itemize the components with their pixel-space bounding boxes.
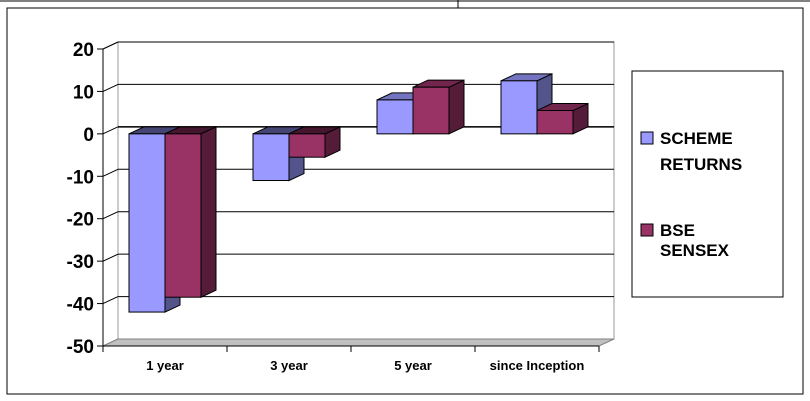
legend-label-scheme-line2: RETURNS [660, 155, 742, 174]
y-tick-label: 20 [73, 40, 94, 61]
bar-side [448, 79, 465, 135]
gridline-side [102, 41, 119, 50]
legend-swatch-sensex [640, 223, 654, 237]
bar [164, 133, 202, 298]
legend: SCHEME RETURNS BSE SENSEX [631, 70, 784, 298]
bar [376, 99, 414, 135]
y-tick-label: 0 [83, 125, 94, 146]
gridline-side [102, 83, 119, 92]
y-tick-label: -40 [67, 295, 94, 316]
legend-box [631, 70, 784, 298]
bar [500, 80, 538, 135]
gridline-side [102, 296, 119, 305]
x-tick-label: 3 year [270, 358, 308, 373]
legend-label-sensex-line1: BSE [660, 221, 695, 240]
floor [102, 338, 615, 347]
bar [128, 133, 166, 313]
y-tick-label: -50 [67, 337, 94, 358]
gridline-side [102, 211, 119, 220]
bar [252, 133, 290, 182]
bars [128, 73, 589, 313]
x-tick-label: since Inception [490, 358, 585, 373]
bar [536, 110, 574, 135]
legend-swatch-scheme [640, 131, 654, 145]
y-tick-label: -20 [67, 210, 94, 231]
legend-label-scheme-line1: SCHEME [660, 129, 733, 148]
gridline-side [102, 253, 119, 262]
bar [288, 133, 326, 158]
x-tick-label: 5 year [394, 358, 432, 373]
axis-labels: 20 10 0 -10 -20 -30 -40 -50 1 year 3 year 5 year si… [67, 40, 585, 373]
y-tick-label: 10 [73, 82, 94, 103]
bar-side [200, 126, 217, 298]
gridline-side [102, 168, 119, 177]
bar [412, 86, 450, 135]
gridline-side [102, 126, 119, 135]
y-tick-label: -10 [67, 167, 94, 188]
legend-label-sensex-line2: SENSEX [660, 241, 730, 260]
x-tick-label: 1 year [146, 358, 184, 373]
y-tick-label: -30 [67, 252, 94, 273]
